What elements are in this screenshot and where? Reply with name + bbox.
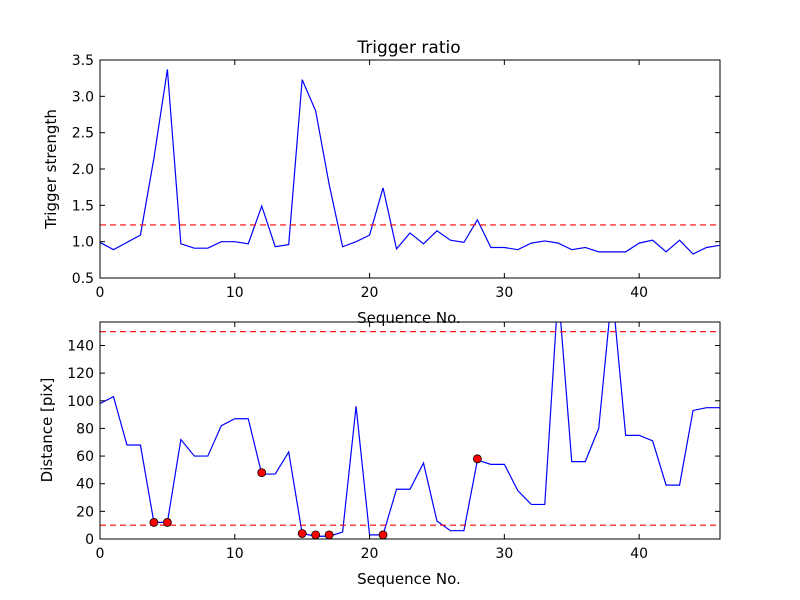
bottom-series-line [100, 322, 720, 537]
bottom-y-axis-label: Distance [pix] [38, 378, 56, 483]
top-y-tick-label: 2.0 [72, 162, 94, 178]
bottom-highlight-point [162, 518, 172, 527]
bottom-y-tick-label: 100 [67, 394, 94, 410]
top-chart-title: Trigger ratio [356, 38, 460, 58]
top-y-tick-label: 3.0 [72, 89, 94, 105]
bottom-highlight-point [257, 468, 267, 478]
bottom-highlight-point [297, 529, 307, 538]
bottom-y-tick-label: 60 [76, 449, 94, 465]
bottom-y-tick-label: 40 [76, 477, 94, 493]
bottom-y-tick-label: 80 [76, 421, 94, 437]
top-x-tick-label: 0 [96, 285, 105, 301]
bottom-y-tick-label: 0 [85, 532, 94, 548]
top-x-tick-label: 30 [495, 285, 513, 301]
top-x-tick-label: 10 [226, 285, 244, 301]
top-y-tick-label: 1.0 [72, 235, 94, 251]
bottom-highlight-point [311, 530, 321, 540]
top-y-axis-label: Trigger strength [42, 109, 60, 230]
bottom-x-axis-label: Sequence No. [357, 570, 461, 588]
bottom-x-tick-label: 40 [630, 546, 648, 562]
top-y-tick-label: 1.5 [72, 198, 94, 214]
top-axes-frame [99, 59, 721, 279]
top-y-tick-label: 3.5 [72, 53, 94, 69]
bottom-y-tick-label: 20 [76, 504, 94, 520]
top-x-tick-label: 20 [361, 285, 379, 301]
bottom-x-tick-label: 30 [495, 546, 513, 562]
top-y-tick-label: 2.5 [72, 126, 94, 142]
bottom-plot-distance: Sequence No. Distance [pix] 0 10 20 30 40 0 20… [38, 321, 721, 588]
bottom-x-tick-label: 20 [361, 546, 379, 562]
bottom-y-tick-label: 140 [67, 338, 94, 354]
bottom-y-tick-label: 120 [67, 366, 94, 382]
top-series-line [100, 69, 720, 255]
bottom-highlight-point [324, 530, 334, 540]
top-y-tick-label: 0.5 [72, 271, 94, 287]
bottom-highlight-point [378, 530, 388, 540]
top-x-axis-label: Sequence No. [357, 309, 461, 327]
top-x-tick-label: 40 [630, 285, 648, 301]
bottom-highlight-point [472, 454, 482, 464]
bottom-x-tick-label: 10 [226, 546, 244, 562]
top-plot-trigger-ratio: Trigger ratio Sequence No. Trigger stren… [42, 38, 721, 327]
bottom-axes-frame [99, 321, 721, 540]
bottom-x-tick-label: 0 [96, 546, 105, 562]
bottom-highlight-point [149, 518, 159, 527]
